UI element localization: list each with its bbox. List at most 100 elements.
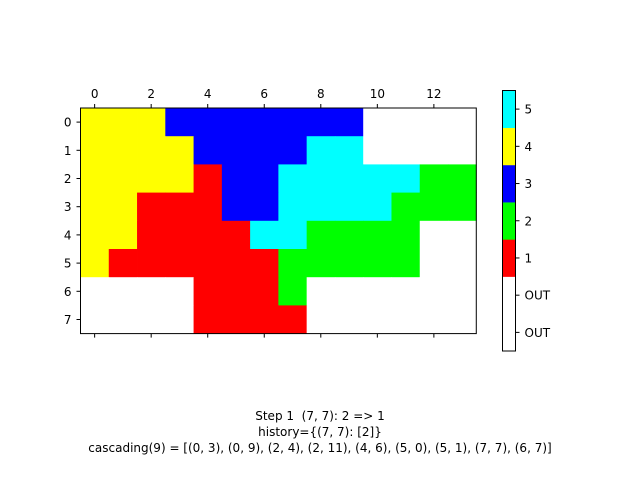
heatmap-cell <box>278 277 308 306</box>
heatmap-cell <box>193 220 223 250</box>
heatmap-cell <box>137 305 166 334</box>
colorbar-frame <box>502 90 516 352</box>
heatmap-cell <box>250 305 279 334</box>
x-tick-label: 12 <box>426 87 441 101</box>
heatmap-cell <box>448 164 477 193</box>
colorbar-tick-label: 5 <box>525 103 533 117</box>
caption-history: history={(7, 7): [2]} <box>258 425 382 439</box>
colorbar-tick-label: 1 <box>525 251 533 265</box>
heatmap-cell <box>334 164 364 193</box>
heatmap-cell <box>334 108 364 137</box>
x-tick-label: 10 <box>370 87 385 101</box>
heatmap-cell <box>278 108 308 137</box>
y-tick-label: 0 <box>64 116 72 130</box>
heatmap-cell <box>221 249 251 278</box>
colorbar-tick-label: 2 <box>525 214 533 228</box>
heatmap-cell <box>137 220 166 250</box>
heatmap-cell <box>419 220 449 250</box>
heatmap-cell <box>80 164 110 193</box>
y-tick-label: 6 <box>64 285 72 299</box>
heatmap-cell <box>278 220 308 250</box>
heatmap-cell <box>108 164 138 193</box>
heatmap-cell <box>419 249 449 278</box>
y-tick-label: 2 <box>64 172 72 186</box>
heatmap-cell <box>221 108 251 137</box>
heatmap-cell <box>137 277 166 306</box>
colorbar-segment <box>502 90 516 129</box>
heatmap-cell <box>448 277 477 306</box>
heatmap-cell <box>108 192 138 222</box>
heatmap-cell <box>306 277 336 306</box>
heatmap-cell <box>80 305 110 334</box>
heatmap-cell <box>137 108 166 137</box>
colorbar-segment <box>502 313 516 352</box>
heatmap-cell <box>137 136 166 165</box>
heatmap-cell <box>448 136 477 165</box>
heatmap-cell <box>363 136 392 165</box>
heatmap-cell <box>165 249 194 278</box>
heatmap-cell <box>363 108 392 137</box>
x-tick-label: 4 <box>204 87 212 101</box>
heatmap-cell <box>108 108 138 137</box>
heatmap-cell <box>165 164 194 193</box>
heatmap-cell <box>419 192 449 222</box>
heatmap-cell <box>363 164 392 193</box>
colorbar-segment <box>502 127 516 166</box>
heatmap-cell <box>193 164 223 193</box>
heatmap-cell <box>221 136 251 165</box>
y-tick-label: 4 <box>64 228 72 242</box>
heatmap-cell <box>334 192 364 222</box>
heatmap-cell <box>306 136 336 165</box>
heatmap-cell <box>108 305 138 334</box>
heatmap-cell <box>391 305 421 334</box>
caption-step: Step 1 (7, 7): 2 => 1 <box>255 409 385 423</box>
heatmap-cell <box>108 249 138 278</box>
heatmap-cell <box>419 305 449 334</box>
heatmap-cell <box>193 249 223 278</box>
heatmap-cell <box>193 136 223 165</box>
heatmap-cell <box>448 220 477 250</box>
colorbar-tick-label: 3 <box>525 177 533 191</box>
heatmap-cell <box>250 249 279 278</box>
colorbar-segment <box>502 276 516 315</box>
heatmap-cell <box>391 192 421 222</box>
colorbar-segment <box>502 202 516 240</box>
heatmap-cell <box>221 277 251 306</box>
heatmap-cell <box>80 277 110 306</box>
heatmap-cell <box>363 277 392 306</box>
heatmap-cell <box>250 192 279 222</box>
heatmap-cell <box>250 164 279 193</box>
heatmap-cell <box>306 108 336 137</box>
colorbar-tick-label: 4 <box>525 140 533 154</box>
heatmap-cell <box>419 164 449 193</box>
colorbar-segment <box>502 164 516 203</box>
heatmap-cell <box>306 305 336 334</box>
colorbar-segment <box>502 239 516 277</box>
heatmap-cell <box>221 220 251 250</box>
heatmap-cell <box>250 136 279 165</box>
heatmap-cell <box>80 136 110 165</box>
heatmap-cell <box>391 277 421 306</box>
heatmap-cell <box>165 108 194 137</box>
heatmap-cell <box>278 249 308 278</box>
x-tick-label: 6 <box>260 87 268 101</box>
heatmap-cell <box>363 220 392 250</box>
heatmap-cell <box>448 192 477 222</box>
heatmap-cell <box>80 108 110 137</box>
heatmap-cell <box>137 192 166 222</box>
heatmap-cell <box>306 164 336 193</box>
heatmap-cell <box>334 136 364 165</box>
heatmap-cell <box>278 305 308 334</box>
heatmap-cell <box>221 192 251 222</box>
heatmap-cell <box>419 108 449 137</box>
heatmap-cell <box>165 305 194 334</box>
x-tick-label: 8 <box>317 87 325 101</box>
heatmap-cell <box>80 192 110 222</box>
heatmap-cell <box>165 192 194 222</box>
heatmap-cell <box>221 305 251 334</box>
heatmap-cell <box>221 164 251 193</box>
y-tick-label: 7 <box>64 313 72 327</box>
y-tick-label: 1 <box>64 144 72 158</box>
heatmap-cell <box>306 249 336 278</box>
heatmap-cell <box>448 305 477 334</box>
